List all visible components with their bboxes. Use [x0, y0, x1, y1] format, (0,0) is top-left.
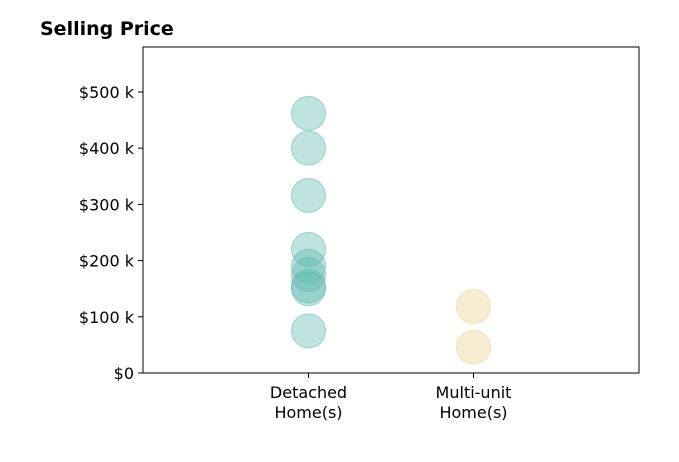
y-tick-label: $100 k: [79, 308, 135, 327]
x-tick-label: Home(s): [439, 403, 507, 422]
data-point: [291, 130, 326, 166]
y-tick-label: $500 k: [79, 83, 135, 102]
data-point: [291, 95, 326, 131]
data-point: [291, 313, 326, 349]
y-tick-label: $300 k: [79, 195, 135, 214]
data-point: [291, 271, 326, 307]
y-tick-label: $200 k: [79, 252, 135, 271]
y-tick-label: $0: [114, 364, 134, 383]
data-point: [456, 329, 491, 365]
data-points: [291, 95, 491, 365]
x-tick-label: Detached: [270, 383, 347, 402]
plot-frame: [142, 46, 640, 374]
data-point: [291, 248, 326, 284]
x-tick-label: Multi-unit: [436, 383, 512, 402]
y-tick-label: $400 k: [79, 139, 135, 158]
chart-title: Selling Price: [40, 18, 174, 40]
data-point: [291, 177, 326, 213]
x-tick-label: Home(s): [274, 403, 342, 422]
y-axis: $0 $100 k $200 k $300 k $400 k $500 k: [79, 83, 143, 383]
data-point: [456, 289, 491, 325]
data-point: [291, 257, 326, 293]
